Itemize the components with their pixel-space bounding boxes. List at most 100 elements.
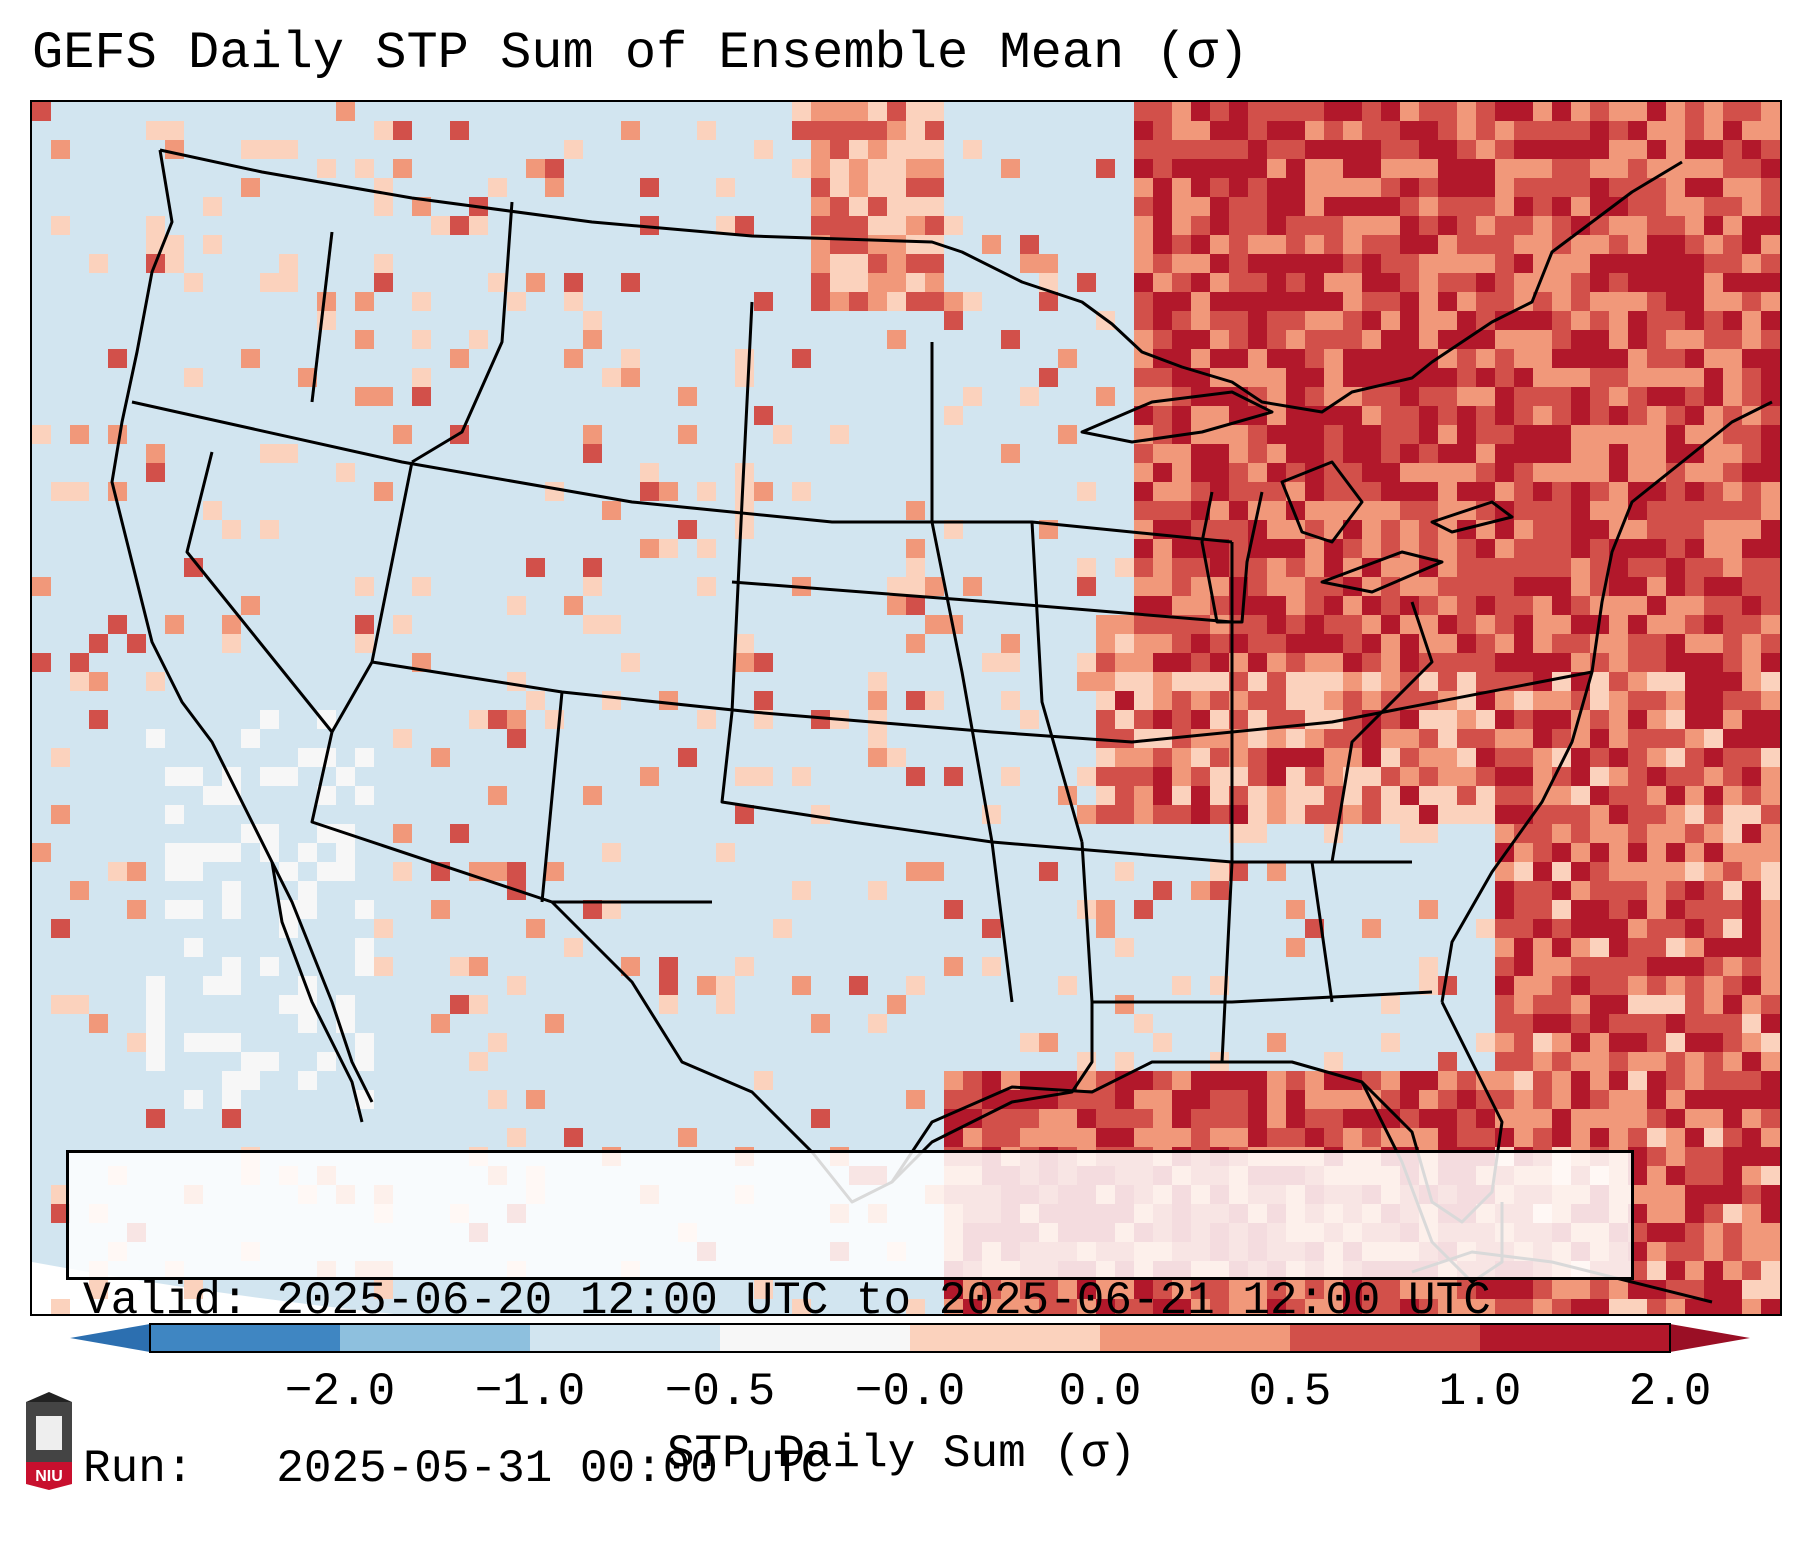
stp-cell <box>1248 197 1267 216</box>
stp-cell <box>1495 159 1514 178</box>
stp-cell <box>1704 1185 1723 1204</box>
stp-cell <box>1628 957 1647 976</box>
stp-cell <box>1704 1204 1723 1223</box>
stp-cell <box>583 615 602 634</box>
stp-cell <box>1286 140 1305 159</box>
stp-cell <box>1723 121 1742 140</box>
stp-cell <box>1476 235 1495 254</box>
stp-cell <box>51 805 70 824</box>
stp-cell <box>982 1071 1001 1090</box>
stp-cell <box>1476 615 1495 634</box>
stp-cell <box>1628 862 1647 881</box>
stp-cell <box>1001 159 1020 178</box>
stp-cell <box>1267 311 1286 330</box>
stp-cell <box>1495 254 1514 273</box>
stp-cell <box>1780 159 1782 178</box>
stp-cell <box>849 102 868 121</box>
stp-cell <box>1286 691 1305 710</box>
stp-cell <box>1609 482 1628 501</box>
stp-cell <box>1685 273 1704 292</box>
stp-cell <box>887 273 906 292</box>
stp-cell <box>108 615 127 634</box>
stp-cell <box>298 881 317 900</box>
stp-cell <box>1609 1033 1628 1052</box>
stp-cell <box>1362 482 1381 501</box>
stp-cell <box>1115 653 1134 672</box>
stp-cell <box>184 1090 203 1109</box>
stp-cell <box>830 216 849 235</box>
stp-cell <box>1419 235 1438 254</box>
stp-cell <box>944 1071 963 1090</box>
stp-cell <box>1761 1166 1780 1185</box>
stp-cell <box>1153 653 1172 672</box>
stp-cell <box>1704 577 1723 596</box>
stp-cell <box>146 1033 165 1052</box>
stp-cell <box>906 767 925 786</box>
stp-cell <box>1400 1280 1419 1299</box>
stp-cell <box>431 216 450 235</box>
stp-cell <box>906 159 925 178</box>
stp-cell <box>982 957 1001 976</box>
stp-cell <box>1628 159 1647 178</box>
stp-cell <box>1438 729 1457 748</box>
stp-cell <box>1742 482 1761 501</box>
stp-cell <box>1210 653 1229 672</box>
stp-cell <box>1495 1109 1514 1128</box>
stp-cell <box>1343 539 1362 558</box>
stp-cell <box>260 767 279 786</box>
stp-cell <box>1666 444 1685 463</box>
stp-cell <box>1704 862 1723 881</box>
stp-cell <box>1381 615 1400 634</box>
stp-cell <box>1286 368 1305 387</box>
stp-cell <box>1476 406 1495 425</box>
stp-cell <box>1134 235 1153 254</box>
stp-cell <box>1514 710 1533 729</box>
stp-cell <box>1552 520 1571 539</box>
stp-cell <box>1457 1090 1476 1109</box>
stp-cell <box>1286 786 1305 805</box>
stp-cell <box>1647 957 1666 976</box>
stp-cell <box>1533 919 1552 938</box>
stp-cell <box>1647 729 1666 748</box>
stp-cell <box>1153 197 1172 216</box>
stp-cell <box>1609 919 1628 938</box>
niu-logo: NIU <box>26 1392 72 1490</box>
stp-cell <box>1514 976 1533 995</box>
stp-cell <box>1210 159 1229 178</box>
stp-cell <box>1115 729 1134 748</box>
stp-cell <box>1305 102 1324 121</box>
stp-cell <box>1761 805 1780 824</box>
stp-cell <box>1552 406 1571 425</box>
stp-cell <box>1248 463 1267 482</box>
stp-cell <box>1419 121 1438 140</box>
stp-cell <box>1172 235 1191 254</box>
stp-cell <box>1476 140 1495 159</box>
stp-cell <box>1647 1052 1666 1071</box>
stp-cell <box>1267 197 1286 216</box>
stp-cell <box>1229 235 1248 254</box>
stp-cell <box>1096 387 1115 406</box>
stp-cell <box>1191 1090 1210 1109</box>
stp-cell <box>1609 710 1628 729</box>
stp-cell <box>1571 1090 1590 1109</box>
stp-cell <box>1647 463 1666 482</box>
stp-cell <box>1533 501 1552 520</box>
stp-cell <box>1571 159 1590 178</box>
stp-cell <box>811 710 830 729</box>
stp-cell <box>1704 102 1723 121</box>
stp-cell <box>1115 672 1134 691</box>
stp-cell <box>1533 824 1552 843</box>
stp-cell <box>1761 691 1780 710</box>
stp-cell <box>583 330 602 349</box>
stp-cell <box>507 729 526 748</box>
stp-cell <box>1172 216 1191 235</box>
stp-cell <box>1286 292 1305 311</box>
stp-cell <box>1210 862 1229 881</box>
stp-cell <box>1438 805 1457 824</box>
stp-cell <box>127 900 146 919</box>
stp-cell <box>1628 767 1647 786</box>
stp-cell <box>944 292 963 311</box>
stp-cell <box>1666 368 1685 387</box>
stp-cell <box>1134 330 1153 349</box>
stp-cell <box>1704 121 1723 140</box>
